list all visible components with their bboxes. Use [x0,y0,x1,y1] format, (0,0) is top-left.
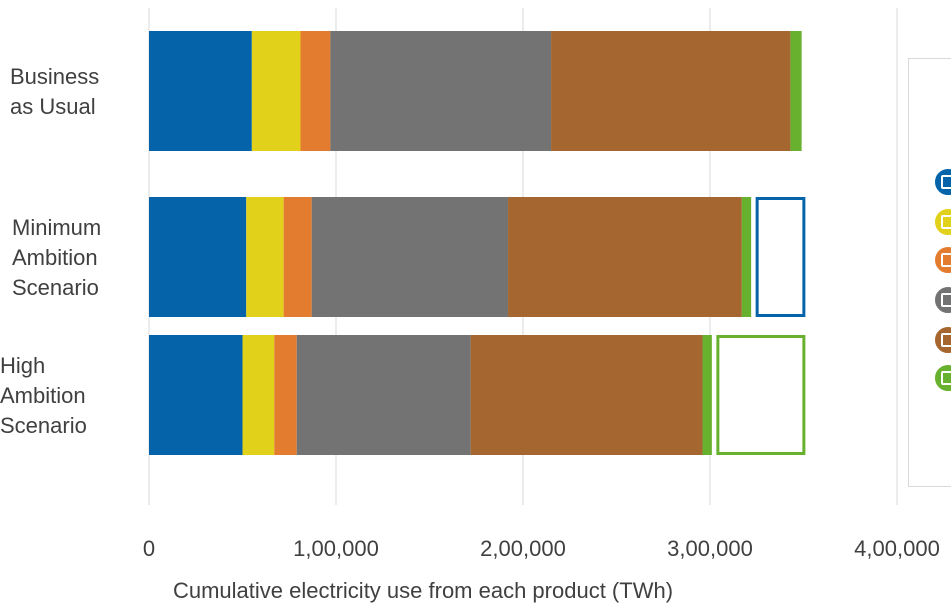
legend-glyph [941,333,951,347]
x-tick-label: 0 [143,536,155,561]
legend-glyph [941,215,951,229]
x-tick-label: 3,00,000 [667,536,753,561]
category-label-line: Minimum [12,215,101,240]
bar-segment-4 [312,197,508,317]
bar-segment-6 [703,335,712,455]
legend-glyph [941,175,951,189]
bar-segment-5 [471,335,703,455]
category-label-line: Scenario [12,275,99,300]
category-label-line: as Usual [10,94,96,119]
bar-segment-2 [243,335,275,455]
bar-segment-2 [246,197,283,317]
bar-segment-6 [742,197,751,317]
water-heater-icon [933,245,951,275]
bar-segment-1 [149,197,246,317]
category-label-line: Business [10,64,99,89]
battery-icon [933,363,951,393]
bar-segment-1 [149,31,252,151]
refrigerator-icon [933,207,951,237]
bar-segment-4 [330,31,551,151]
category-label-line: Ambition [12,245,98,270]
bars [149,31,804,455]
x-tick-label: 1,00,000 [293,536,379,561]
category-label-line: Scenario [0,413,87,438]
bar-segment-6 [790,31,801,151]
bar-segment-3 [300,31,330,151]
bar-segment-3 [284,197,312,317]
legend-glyph [941,371,951,385]
legend [908,58,951,487]
x-tick-label: 4,00,000 [854,536,940,561]
category-label-line: Ambition [0,383,86,408]
x-tick-labels: 0 1,00,000 2,00,000 3,00,000 4,00,000 [143,536,940,561]
bar-segment-1 [149,335,243,455]
bar-segment-2 [252,31,301,151]
legend-glyph [941,253,951,267]
category-label: Business as Usual [10,64,99,119]
legend-glyph [941,293,951,307]
savings-outline-bar [718,337,804,454]
category-label-line: High [0,353,45,378]
savings-outline-bar [757,199,804,316]
bar-segment-5 [551,31,790,151]
category-label: High Ambition Scenario [0,353,87,438]
x-tick-label: 2,00,000 [480,536,566,561]
bar-segment-4 [297,335,471,455]
air-conditioner-icon [933,167,951,197]
bar-segment-5 [508,197,742,317]
bar-segment-3 [274,335,296,455]
fan-icon [933,285,951,315]
x-axis-label: Cumulative electricity use from each pro… [173,578,673,603]
motor-icon [933,325,951,355]
category-label: Minimum Ambition Scenario [12,215,101,300]
